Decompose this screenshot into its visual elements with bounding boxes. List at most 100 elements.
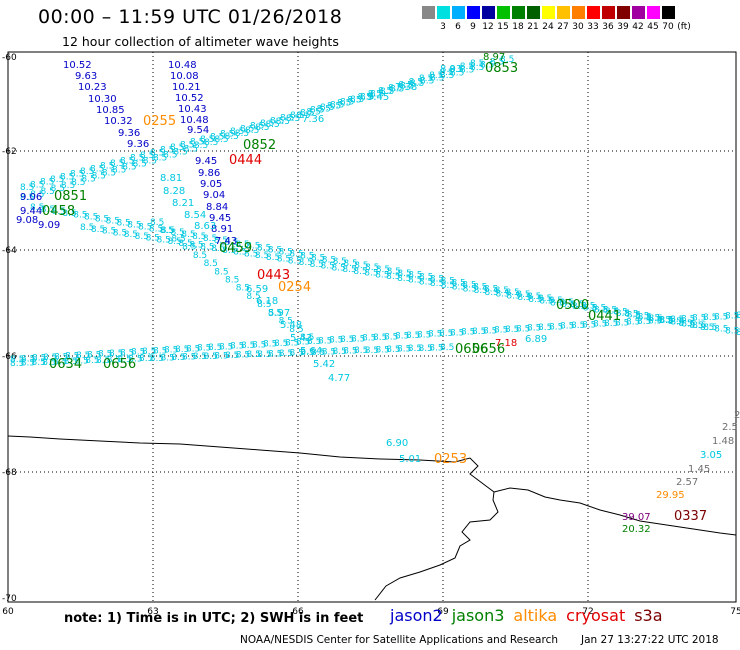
track-mark: 8.5 (113, 228, 127, 238)
track-mark: 8.5 (150, 218, 164, 228)
track-mark: 8.5 (106, 217, 120, 227)
track-mark: 8.5 (429, 343, 443, 353)
lat-tick-label: -70 (2, 594, 17, 604)
track-mark: 8.5 (375, 270, 389, 280)
track-mark: 8.5 (263, 340, 277, 350)
track-mark: 8.5 (615, 318, 629, 328)
track-mark: 8.5 (646, 313, 660, 323)
track-mark: 8.5 (419, 344, 433, 354)
track-mark: 8.5 (255, 251, 269, 261)
track-mark: 8.5 (190, 138, 204, 148)
coast-value: 6.90 (386, 438, 408, 449)
track-mark: 8.5 (270, 116, 284, 126)
track-mark: 8.5 (470, 59, 484, 69)
cyan-value: 5.48 (280, 320, 302, 331)
coast-value: 20.32 (622, 524, 651, 535)
track-mark: 8.5 (257, 244, 271, 254)
track-mark: 8.5 (80, 223, 94, 233)
track-mark: 8.5 (120, 348, 134, 358)
cyan-value: 5.43 (290, 333, 312, 344)
track-mark: 8.5 (331, 263, 345, 273)
track-mark: 8.5 (398, 80, 412, 90)
track-mark: 8.5 (365, 263, 379, 273)
track-mark: 8.5 (681, 314, 695, 324)
track-mark: 8.5 (153, 153, 167, 163)
track-mark: 8.5 (678, 319, 692, 329)
track-mark: 8.5 (417, 330, 431, 340)
track-mark: 8.5 (163, 150, 177, 160)
legend-swatch (601, 5, 616, 20)
track-mark: 8.5 (560, 298, 574, 308)
color-scale-legend: 3 6 9 12 15 18 21 24 27 30 33 36 39 42 45 70 (ft) (421, 5, 691, 34)
legend-swatch (526, 5, 541, 20)
track-mark: 8.5 (347, 96, 361, 106)
track-mark: 8.5 (408, 271, 422, 281)
track-mark: 8.5 (527, 292, 541, 302)
pass-time-altika: 0255 (143, 114, 176, 129)
track-mark: 8.5 (460, 62, 474, 72)
track-mark: 8.5 (268, 246, 282, 256)
jason2-value: 9.45 (209, 213, 231, 224)
track-mark: 8.5 (358, 93, 372, 103)
track-mark: 8.5 (354, 261, 368, 271)
track-mark: 8.5 (235, 129, 249, 139)
track-mark: 8.5 (30, 190, 44, 200)
track-mark: 8.5 (572, 302, 586, 312)
track-mark: 8.5 (430, 275, 444, 285)
track-mark: 8.5 (257, 350, 271, 360)
track-mark: 8.5 (736, 328, 740, 338)
track-mark: 8.5 (736, 311, 740, 321)
legend-unit: (ft) (677, 22, 691, 32)
track-mark: 8.5 (10, 359, 24, 369)
track-mark: 8.5 (333, 257, 347, 267)
page-title: 00:00 – 11:59 UTC 01/26/2018 (38, 6, 343, 28)
track-mark: 8.5 (120, 156, 134, 166)
legend-label: 70 (662, 22, 674, 32)
track-mark: 8.5 (506, 291, 520, 301)
track-mark: 8.5 (549, 322, 563, 332)
track-mark: 8.5 (362, 334, 376, 344)
track-mark: 8.5 (180, 140, 194, 150)
track-mark: 8.5 (408, 276, 422, 286)
track-mark: 8.5 (250, 122, 264, 132)
track-mark: 8.5 (268, 349, 282, 359)
track-mark: 8.5 (50, 175, 64, 185)
legend-label: 33 (587, 22, 599, 32)
legend-swatch (556, 5, 571, 20)
jason2-value: 9.54 (187, 125, 209, 136)
track-mark: 8.5 (225, 276, 239, 286)
track-mark: 8.5 (550, 298, 564, 308)
track-mark: 8.5 (40, 187, 54, 197)
track-mark: 8.5 (65, 352, 79, 362)
track-mark: 8.5 (495, 290, 509, 300)
legend-swatches (421, 5, 676, 20)
track-mark: 8.5 (420, 76, 434, 86)
cyan-value: 7.36 (302, 114, 324, 125)
track-mark: 8.5 (170, 143, 184, 153)
track-mark: 8.5 (203, 234, 217, 244)
page-subtitle: 12 hour collection of altimeter wave hei… (62, 34, 339, 49)
track-mark: 8.5 (208, 343, 222, 353)
track-mark: 8.5 (322, 347, 336, 357)
cyan-value: 9.45 (367, 92, 389, 103)
jason2-value: 9.09 (38, 220, 60, 231)
track-mark: 8.5 (583, 304, 597, 314)
track-mark: 8.5 (343, 259, 357, 269)
track-mark: 8.5 (257, 300, 271, 310)
jason2-value: 10.21 (172, 82, 201, 93)
legend-swatch (571, 5, 586, 20)
pass-time-jason3: 0851 (54, 189, 87, 204)
track-mark: 8.5 (276, 117, 290, 127)
track-mark: 8.5 (95, 215, 109, 225)
track-mark: 8.5 (649, 314, 663, 324)
track-mark: 8.5 (329, 336, 343, 346)
axis-tick-labels: 60 63 66 69 72 75 -60 -62 -64 -66 -68 -70 (2, 53, 740, 617)
track-mark: 8.5 (384, 332, 398, 342)
legend-label: 9 (470, 22, 476, 32)
track-mark: 8.5 (54, 352, 68, 362)
track-mark: 8.5 (571, 321, 585, 331)
track-mark: 8.5 (160, 146, 174, 156)
satellite-tracks: 8.58.58.58.58.58.58.58.58.58.58.58.58.58… (10, 55, 740, 369)
track-mark: 8.5 (181, 230, 195, 240)
track-mark: 8.5 (340, 98, 354, 108)
